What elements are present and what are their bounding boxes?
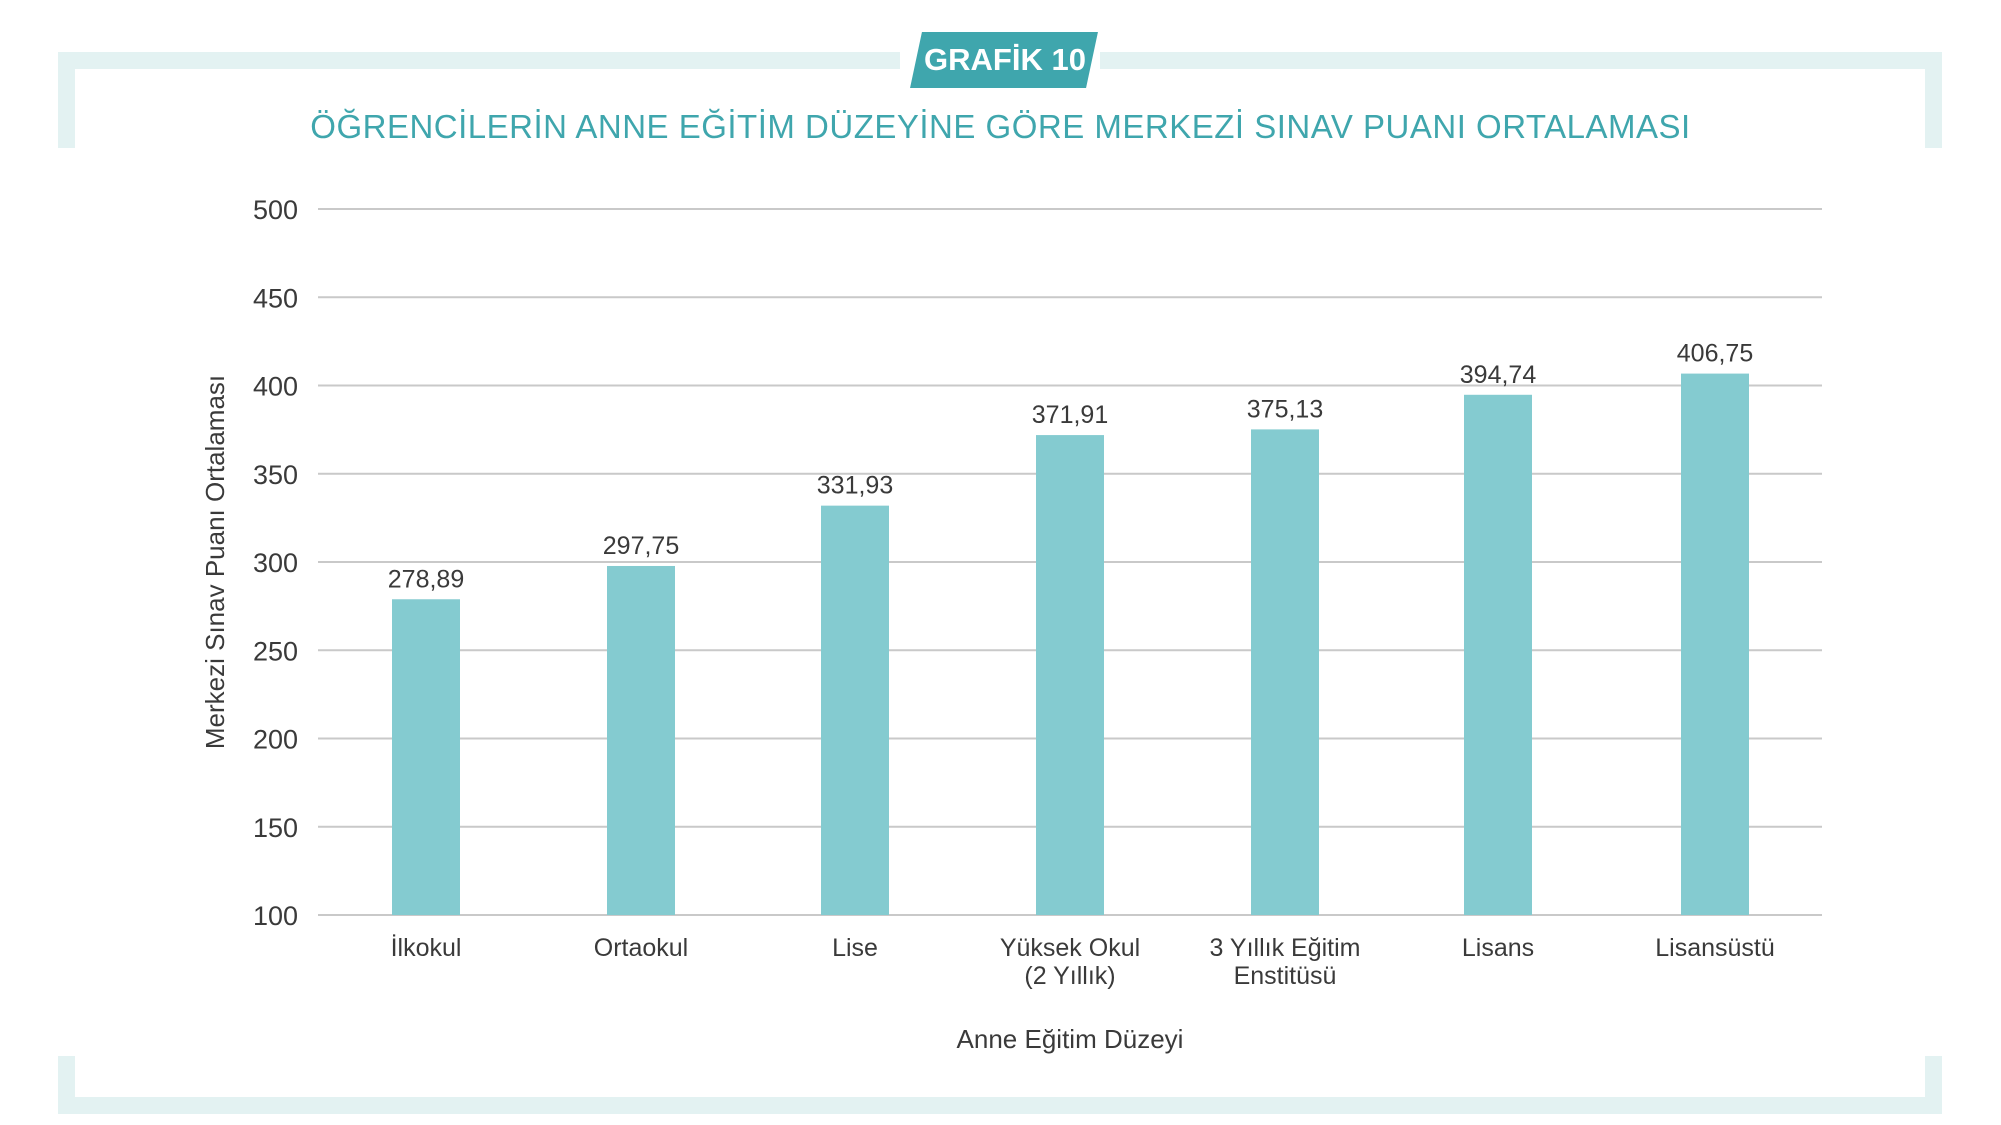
y-tick-label: 200 <box>253 725 298 755</box>
y-tick-label: 350 <box>253 460 298 490</box>
chart-badge: GRAFİK 10 <box>924 42 1086 77</box>
chart-title: ÖĞRENCİLERİN ANNE EĞİTİM DÜZEYİNE GÖRE M… <box>310 108 1691 145</box>
data-label: 371,91 <box>1032 401 1108 429</box>
y-tick-label: 150 <box>253 813 298 843</box>
x-tick-label: Ortaokul <box>594 934 688 962</box>
bar <box>607 565 675 915</box>
x-tick-label-line: Lisansüstü <box>1655 934 1775 962</box>
data-label: 406,75 <box>1677 340 1753 368</box>
x-tick-label: Yüksek Okul (2 Yıllık) <box>1000 934 1140 990</box>
data-label: 331,93 <box>817 472 893 500</box>
y-tick-label: 400 <box>253 372 298 402</box>
x-tick-label-line: Enstitüsü <box>1234 962 1337 990</box>
x-axis-title: Anne Eğitim Düzeyi <box>957 1024 1184 1054</box>
bar <box>1036 435 1104 915</box>
bar <box>821 505 889 915</box>
x-tick-label: Lisansüstü <box>1655 934 1775 962</box>
x-tick-label-line: Ortaokul <box>594 934 688 962</box>
bar <box>1251 429 1319 915</box>
frame-bottom-border <box>58 1056 1942 1114</box>
bar <box>1464 394 1532 915</box>
x-tick-label: İlkokul <box>391 933 462 962</box>
x-tick-label-line: Yüksek Okul <box>1000 934 1140 962</box>
y-tick-label: 300 <box>253 548 298 578</box>
bar <box>392 599 460 915</box>
data-label: 375,13 <box>1247 395 1323 423</box>
bar <box>1681 373 1749 915</box>
x-tick-label: Lise <box>832 934 878 962</box>
x-tick-label: 3 Yıllık Eğitim Enstitüsü <box>1210 934 1361 990</box>
y-tick-label: 250 <box>253 636 298 666</box>
data-label: 297,75 <box>603 532 679 560</box>
x-tick-label-line: Lisans <box>1462 934 1534 962</box>
x-tick-label-line: Lise <box>832 934 878 962</box>
data-label: 278,89 <box>388 565 464 593</box>
x-tick-label-line: İlkokul <box>391 933 462 962</box>
y-axis-title: Merkezi Sınav Puanı Ortalaması <box>200 375 230 749</box>
x-tick-label: Lisans <box>1462 934 1534 962</box>
y-tick-label: 450 <box>253 283 298 313</box>
y-tick-label: 500 <box>253 195 298 225</box>
x-tick-label-line: 3 Yıllık Eğitim <box>1210 934 1361 962</box>
y-tick-label: 100 <box>253 901 298 931</box>
x-tick-label-line: (2 Yıllık) <box>1024 962 1115 990</box>
data-label: 394,74 <box>1460 361 1537 389</box>
